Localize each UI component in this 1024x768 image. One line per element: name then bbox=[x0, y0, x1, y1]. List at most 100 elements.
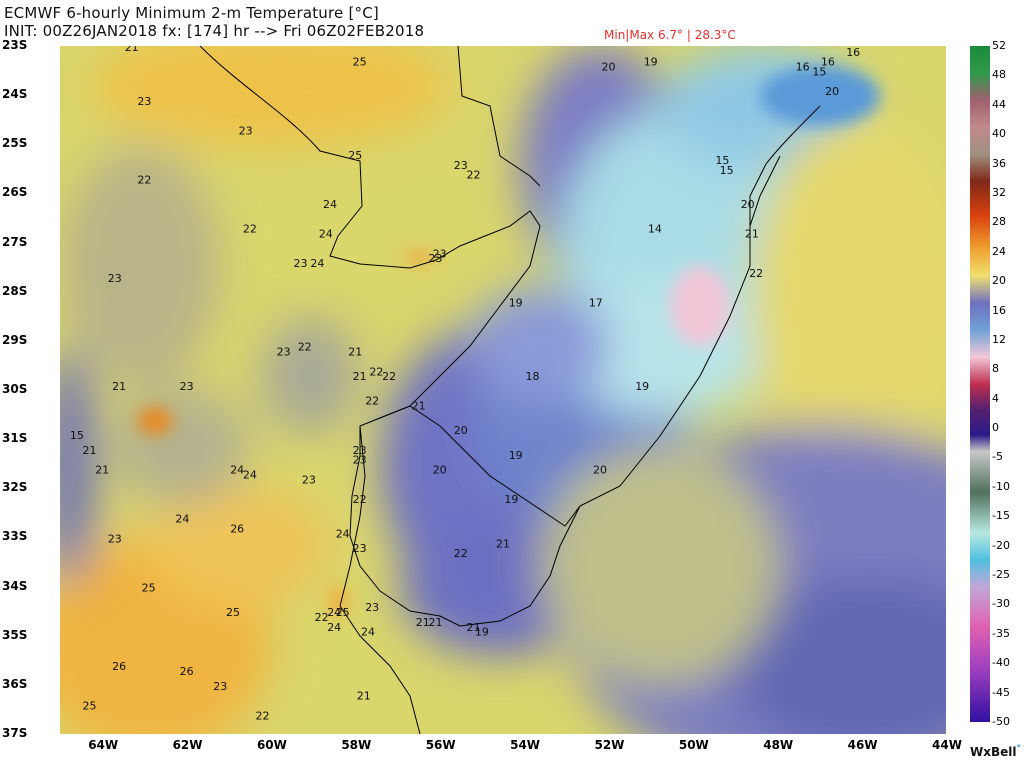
borders bbox=[199, 46, 821, 734]
station-value: 24 bbox=[230, 464, 244, 477]
station-value: 23 bbox=[294, 257, 308, 270]
station-value: 19 bbox=[509, 449, 523, 462]
station-value: 22 bbox=[365, 395, 379, 408]
station-value: 26 bbox=[112, 660, 126, 673]
colorbar-label: 4 bbox=[992, 391, 999, 405]
station-value: 23 bbox=[108, 532, 122, 545]
colorbar-label: -35 bbox=[992, 626, 1010, 640]
lon-tick-label: 64W bbox=[88, 738, 119, 752]
station-value: 23 bbox=[433, 247, 447, 260]
station-value: 23 bbox=[180, 380, 194, 393]
station-value: 20 bbox=[454, 424, 468, 437]
station-value: 22 bbox=[369, 365, 383, 378]
lon-tick-label: 58W bbox=[341, 738, 372, 752]
station-value: 25 bbox=[83, 699, 97, 712]
station-value: 21 bbox=[112, 380, 126, 393]
colorbar-label: 48 bbox=[992, 68, 1006, 82]
station-value: 23 bbox=[277, 346, 291, 359]
station-value: 15 bbox=[720, 164, 734, 177]
lon-tick-label: 60W bbox=[256, 738, 287, 752]
station-value: 25 bbox=[348, 149, 362, 162]
station-value: 22 bbox=[256, 709, 270, 722]
lon-tick-label: 48W bbox=[763, 738, 794, 752]
station-value: 23 bbox=[239, 125, 253, 138]
station-value: 20 bbox=[602, 61, 616, 74]
colorbar-label: -10 bbox=[992, 479, 1010, 493]
lat-tick-label: 27S bbox=[2, 234, 28, 249]
station-value: 25 bbox=[353, 56, 367, 69]
station-value: 23 bbox=[454, 159, 468, 172]
colorbar-label: -45 bbox=[992, 685, 1010, 699]
lat-tick-label: 26S bbox=[2, 185, 28, 200]
lat-tick-label: 29S bbox=[2, 332, 28, 347]
station-value: 23 bbox=[108, 272, 122, 285]
station-value: 24 bbox=[327, 621, 341, 634]
lat-tick-label: 23S bbox=[2, 38, 28, 52]
colorbar-label: -30 bbox=[992, 597, 1010, 611]
station-value: 15 bbox=[812, 66, 826, 79]
colorbar-label: -20 bbox=[992, 538, 1010, 552]
colorbar-label: -5 bbox=[992, 450, 1003, 464]
station-value: 19 bbox=[644, 56, 658, 69]
station-value: 24 bbox=[175, 513, 189, 526]
station-values: 2125201917171616161520232325232215152224… bbox=[70, 46, 860, 722]
station-value: 21 bbox=[95, 464, 109, 477]
station-value: 24 bbox=[243, 469, 257, 482]
station-value: 24 bbox=[336, 527, 350, 540]
station-value: 21 bbox=[353, 370, 367, 383]
colorbar-label: 52 bbox=[992, 39, 1006, 52]
station-value: 25 bbox=[142, 582, 156, 595]
station-value: 23 bbox=[353, 444, 367, 457]
lat-tick-label: 25S bbox=[2, 136, 28, 151]
colorbar-label: -50 bbox=[992, 715, 1010, 728]
colorbar-label: 44 bbox=[992, 97, 1006, 111]
min-max-readout: Min|Max 6.7° | 28.3°C bbox=[604, 28, 736, 42]
station-value: 21 bbox=[467, 621, 481, 634]
colorbar-label: -25 bbox=[992, 568, 1010, 582]
station-value: 23 bbox=[302, 473, 316, 486]
temperature-map: 2125201917171616161520232325232215152224… bbox=[60, 46, 946, 734]
map-title: ECMWF 6-hourly Minimum 2-m Temperature [… bbox=[4, 4, 379, 22]
station-value: 19 bbox=[635, 380, 649, 393]
station-value: 20 bbox=[433, 464, 447, 477]
station-value: 26 bbox=[180, 665, 194, 678]
station-value: 21 bbox=[496, 537, 510, 550]
lat-tick-label: 35S bbox=[2, 627, 28, 642]
station-value: 25 bbox=[226, 606, 240, 619]
lat-tick-label: 30S bbox=[2, 382, 28, 396]
station-value: 22 bbox=[298, 341, 312, 354]
station-value: 21 bbox=[83, 444, 97, 457]
station-value: 15 bbox=[715, 154, 729, 167]
station-value: 18 bbox=[526, 370, 540, 383]
colorbar-label: 12 bbox=[992, 332, 1006, 346]
station-value: 21 bbox=[348, 346, 362, 359]
station-value: 21 bbox=[125, 46, 139, 54]
lon-tick-label: 56W bbox=[425, 738, 456, 752]
colorbar-label: 16 bbox=[992, 303, 1006, 317]
lat-tick-label: 33S bbox=[2, 529, 28, 544]
station-value: 19 bbox=[504, 493, 518, 506]
station-value: 22 bbox=[467, 169, 481, 182]
station-value: 24 bbox=[323, 198, 337, 211]
lon-tick-label: 52W bbox=[594, 738, 625, 752]
lon-tick-label: 62W bbox=[172, 738, 203, 752]
station-value: 24 bbox=[319, 228, 333, 241]
station-value: 17 bbox=[589, 297, 603, 310]
colorbar-label: 36 bbox=[992, 156, 1006, 170]
lat-tick-label: 34S bbox=[2, 578, 28, 593]
station-value: 16 bbox=[821, 56, 835, 69]
station-value: 21 bbox=[745, 228, 759, 241]
colorbar-label: 8 bbox=[992, 362, 999, 376]
station-value: 24 bbox=[361, 626, 375, 639]
colorbar-label: 40 bbox=[992, 127, 1006, 141]
station-value: 15 bbox=[70, 429, 84, 442]
lat-tick-label: 31S bbox=[2, 431, 28, 446]
station-value: 22 bbox=[315, 611, 329, 624]
lat-tick-label: 32S bbox=[2, 480, 28, 495]
lon-tick-label: 54W bbox=[510, 738, 541, 752]
station-value: 17 bbox=[817, 46, 831, 49]
station-value: 20 bbox=[593, 464, 607, 477]
lat-tick-label: 28S bbox=[2, 283, 28, 298]
lon-tick-label: 50W bbox=[678, 738, 709, 752]
station-value: 22 bbox=[353, 493, 367, 506]
